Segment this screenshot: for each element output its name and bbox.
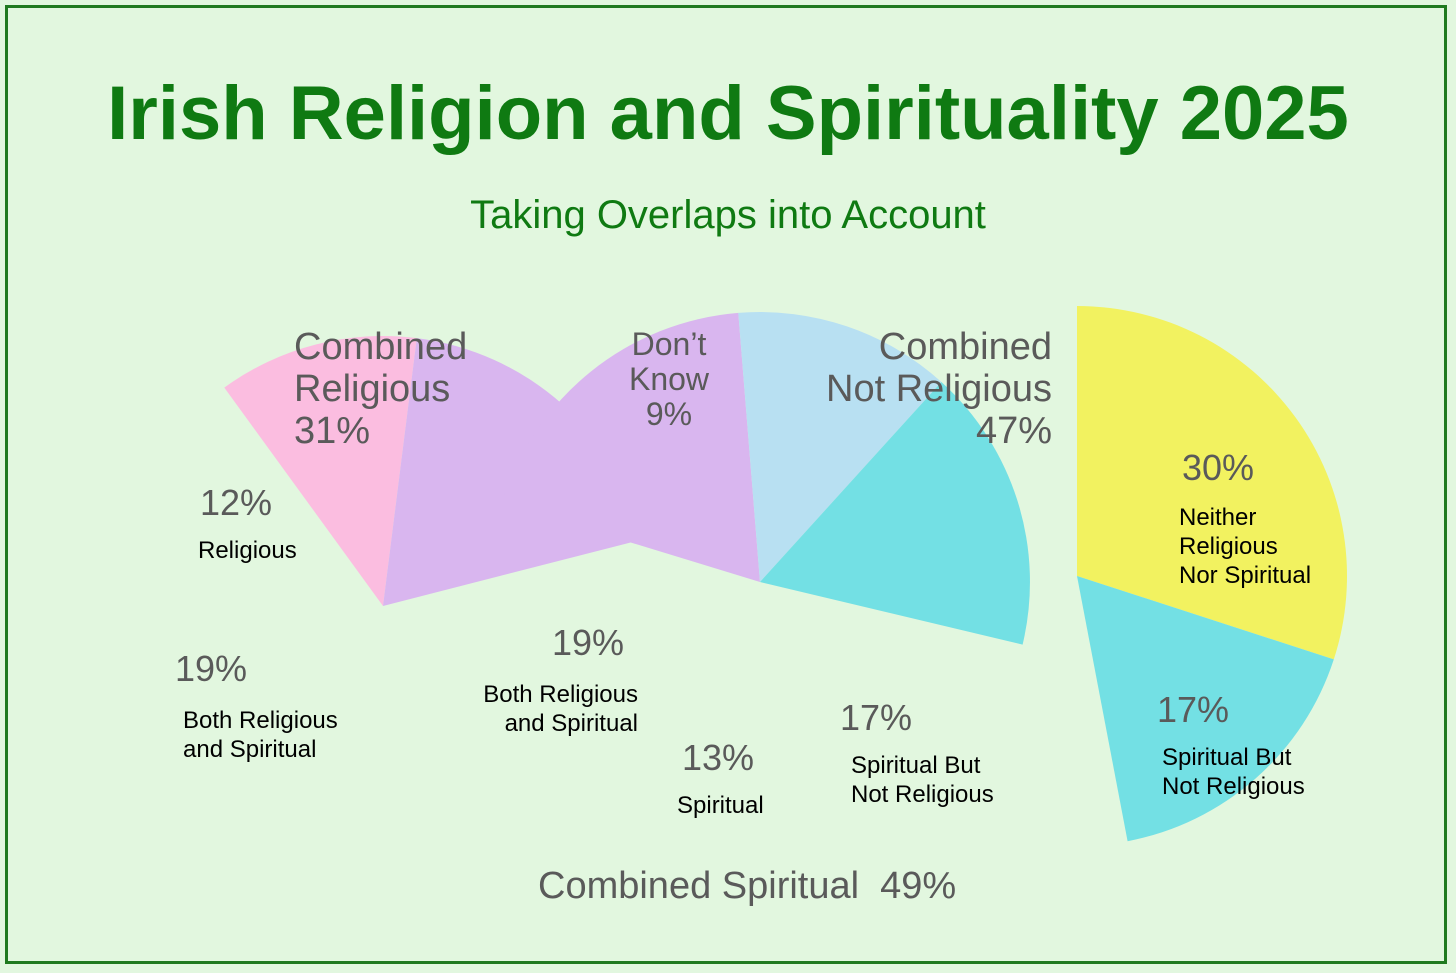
group-label-combined-spiritual: Combined Spiritual 49% xyxy=(538,865,957,907)
slice-pct-religious-left: 12% xyxy=(200,482,273,523)
group-label-dont-know: Don’t Know 9% xyxy=(628,326,710,433)
slice-label-both-mid: Both Religious and Spiritual xyxy=(483,681,638,737)
pie-slice-neither-religious-nor-spiritual xyxy=(1077,306,1348,660)
slice-label-religious-left: Religious xyxy=(198,537,297,564)
slice-label-neither-right: Neither Religious Nor Spiritual xyxy=(1179,504,1312,589)
slice-pct-neither-right: 30% xyxy=(1182,447,1255,488)
slice-pct-spiritual-mid: 13% xyxy=(682,737,755,778)
chart-frame xyxy=(5,5,1447,964)
pie-combined-not-religious xyxy=(1077,306,1348,842)
slice-label-both-left: Both Religious and Spiritual xyxy=(183,707,338,763)
group-label-combined-not-religious: Combined Not Religious 47% xyxy=(826,326,1052,452)
pie-slice-religious xyxy=(224,335,417,606)
pie-slice-spiritual-but-not-religious xyxy=(760,382,1030,645)
pie-slice-spiritual-but-not-religious xyxy=(1077,576,1334,842)
slice-pct-both-mid: 19% xyxy=(552,622,625,663)
chart-subtitle: Taking Overlaps into Account xyxy=(470,193,986,237)
slice-pct-both-left: 19% xyxy=(175,648,248,689)
slice-label-sbnr-mid: Spiritual But Not Religious xyxy=(851,752,994,808)
pie-combined-spiritual xyxy=(501,312,1030,645)
pie-slice-both-religious-and-spiritual xyxy=(501,312,760,582)
group-label-combined-religious: Combined Religious 31% xyxy=(294,326,468,452)
slice-label-spiritual-mid: Spiritual xyxy=(677,792,764,819)
slice-label-sbnr-right: Spiritual But Not Religious xyxy=(1162,744,1305,800)
slice-pct-sbnr-right: 17% xyxy=(1157,689,1230,730)
slice-pct-sbnr-mid: 17% xyxy=(840,697,913,738)
chart-title: Irish Religion and Spirituality 2025 xyxy=(107,71,1349,156)
pie-slice-spiritual xyxy=(738,312,942,582)
